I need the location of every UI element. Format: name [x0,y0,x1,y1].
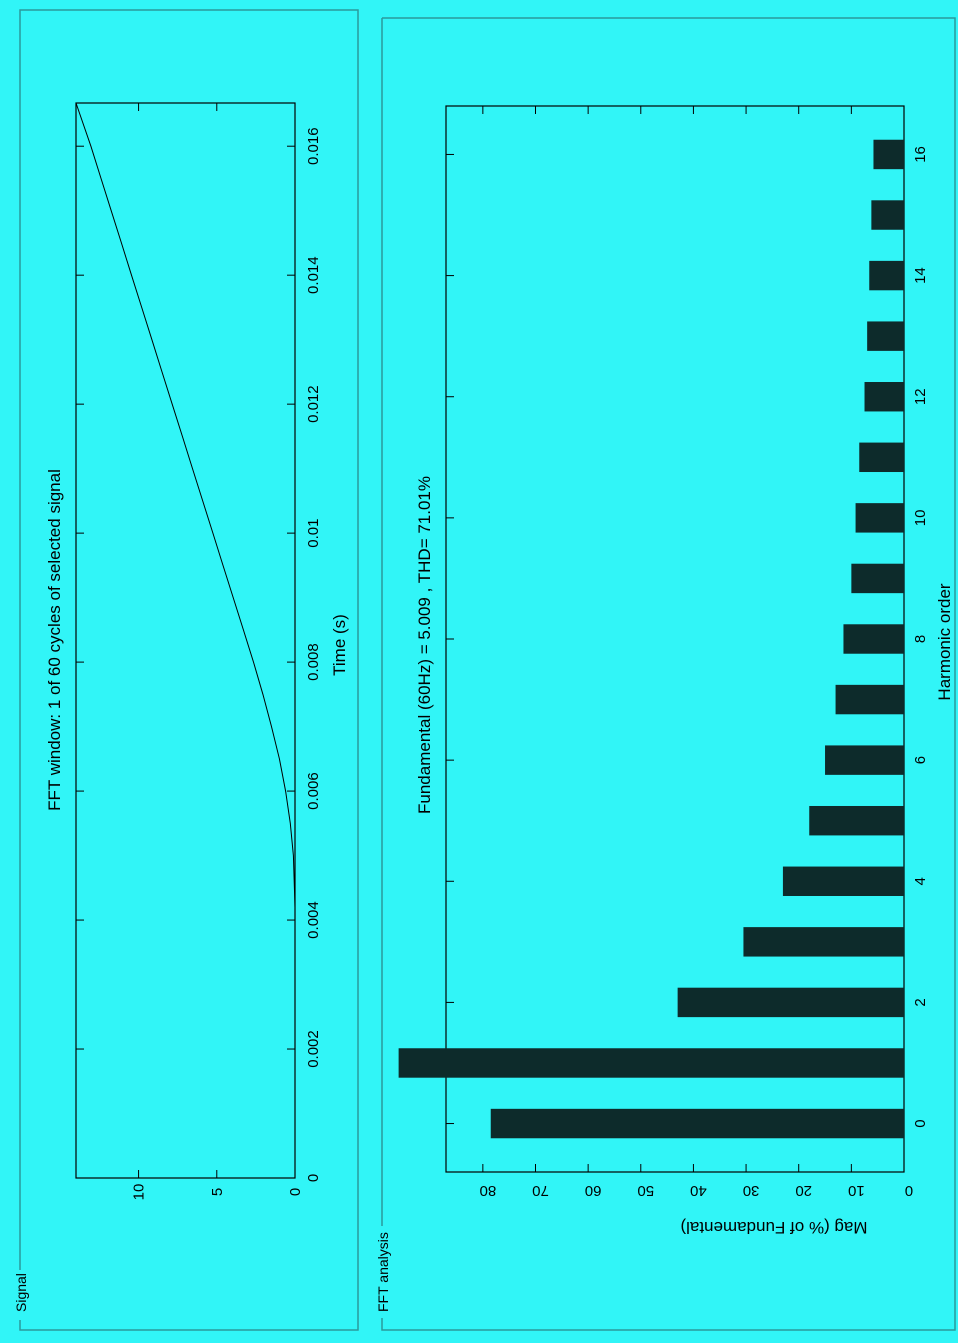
fft-bar-harmonic-2 [677,987,904,1018]
signal-x-tick-label: 0.008 [305,643,322,681]
signal-panel: Signal [13,9,359,1331]
signal-x-axis-label: Time (s) [330,614,349,676]
fft-x-tick-label: 4 [912,877,929,885]
fft-y-tick-label: 70 [532,1182,549,1199]
signal-axes-box [75,102,296,1179]
fft-bar-harmonic-4 [782,866,904,896]
signal-x-tick-label: 0.004 [305,901,322,939]
fft-bar-harmonic-14 [869,260,904,291]
fft-x-axis-label: Harmonic order [935,583,954,700]
signal-y-tick-label: 10 [131,1184,148,1201]
signal-x-tick-label: 0.016 [305,127,322,165]
fft-bar-harmonic-12 [864,382,904,412]
fft-y-tick-label: 30 [743,1182,760,1199]
fft-bar-harmonic-5 [809,805,904,836]
fft-bars [398,139,904,1139]
signal-x-tick-label: 0.01 [305,519,322,548]
signal-x-tick-label: 0.012 [305,385,322,423]
fft-bar-harmonic-11 [859,442,904,473]
fft-chart: Fundamental (60Hz) = 5.009 , THD= 71.01%… [398,105,954,1237]
fft-panel-label: FFT analysis [375,1232,391,1312]
signal-x-tick-label: 0.002 [305,1030,322,1068]
signal-series [75,102,296,1178]
fft-x-tick-label: 6 [912,756,929,764]
fft-chart-title: Fundamental (60Hz) = 5.009 , THD= 71.01% [415,476,434,814]
fft-bar-harmonic-7 [835,684,904,715]
fft-y-tick-label: 50 [637,1182,654,1199]
fft-bar-harmonic-15 [871,200,904,230]
signal-line [75,102,296,1178]
fft-bar-harmonic-8 [843,624,904,654]
fft-panel: FFT analysis [375,17,956,1331]
signal-chart-title: FFT window: 1 of 60 cycles of selected s… [45,469,64,811]
signal-x-tick-label: 0.014 [305,256,322,294]
fft-bar-harmonic-3 [743,927,904,957]
fft-y-tick-label: 10 [848,1182,865,1199]
signal-x-tick-label: 0 [305,1174,322,1182]
fft-bar-harmonic-16 [873,139,904,170]
fft-x-tick-label: 16 [912,146,929,163]
fft-bar-harmonic-6 [825,745,904,775]
signal-y-tick-label: 0 [287,1188,304,1196]
fft-x-tick-label: 0 [912,1119,929,1127]
fft-bar-harmonic-0 [490,1108,904,1139]
fft-y-tick-label: 40 [690,1182,707,1199]
fft-bar-harmonic-1 [398,1048,904,1078]
fft-y-tick-label: 20 [795,1182,812,1199]
fft-x-tick-label: 12 [912,388,929,405]
fft-y-tick-label: 80 [480,1182,497,1199]
fft-ticks: 0 2 4 6 8 10 12 14 16 0 10 20 30 40 50 60 70 80 [446,106,929,1199]
signal-ticks: 0 0.002 0.004 0.006 0.008 0.01 0.012 0.014 0.016… [76,103,322,1200]
fft-x-tick-label: 14 [912,267,929,284]
signal-chart: FFT window: 1 of 60 cycles of selected s… [45,102,349,1200]
fft-y-axis-label: Mag (% of Fundamental) [680,1218,867,1237]
fft-y-tick-label: 0 [905,1182,913,1199]
fft-x-tick-label: 8 [912,635,929,643]
signal-panel-label: Signal [13,1273,29,1312]
signal-y-tick-label: 5 [209,1188,226,1196]
fft-bar-harmonic-9 [851,563,904,594]
fft-x-tick-label: 10 [912,510,929,527]
fft-bar-harmonic-10 [855,503,904,533]
fft-bar-harmonic-13 [867,321,904,351]
fft-x-tick-label: 2 [912,998,929,1006]
fft-y-tick-label: 60 [585,1182,602,1199]
signal-x-tick-label: 0.006 [305,772,322,810]
